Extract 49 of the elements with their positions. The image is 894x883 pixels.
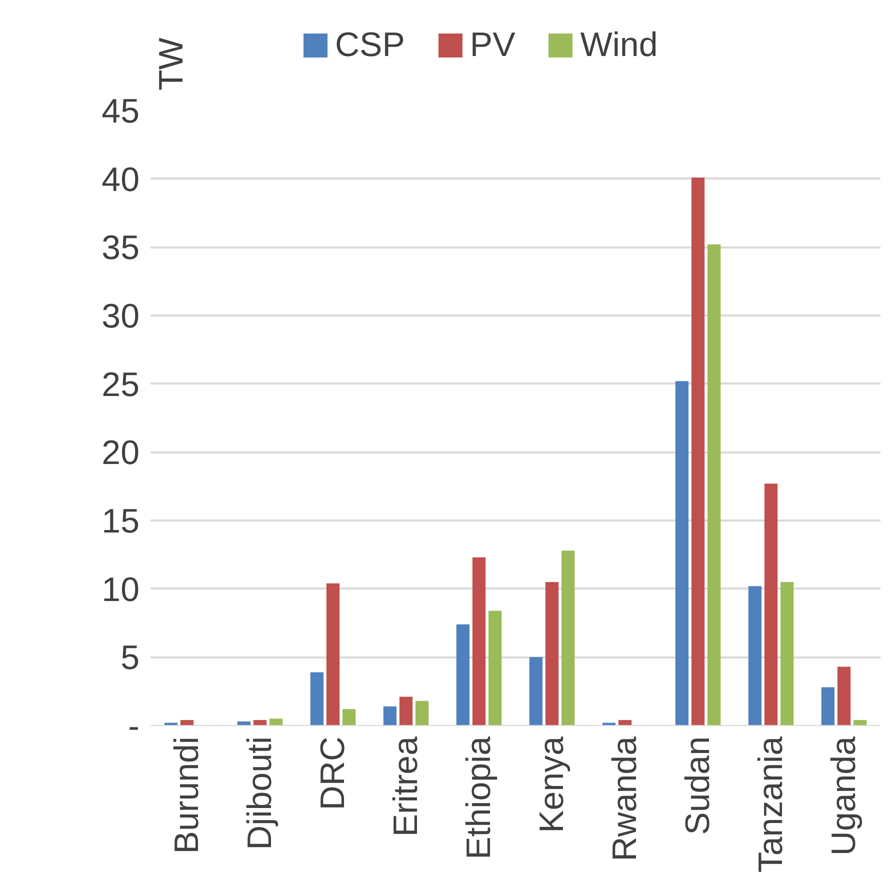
bar: [748, 586, 762, 726]
bar: [488, 610, 502, 726]
bar: [269, 718, 283, 726]
x-tick-label: Rwanda: [606, 736, 644, 862]
y-tick-label: 20: [102, 434, 140, 472]
y-tick-label: 10: [102, 570, 140, 609]
bar: [310, 672, 324, 726]
x-tick-label: Sudan: [679, 736, 717, 835]
bar: [545, 582, 559, 726]
bar: [764, 484, 778, 726]
bar: [383, 706, 397, 726]
legend-label: CSP: [335, 25, 405, 65]
bar: [253, 720, 267, 726]
y-tick-label: 40: [102, 160, 140, 199]
x-tick-label: Djibouti: [241, 736, 279, 850]
bar: [399, 696, 413, 726]
bar: [780, 582, 794, 726]
x-tick-label: Burundi: [168, 736, 206, 854]
x-tick-label: DRC: [314, 736, 352, 810]
y-axis-title: TW: [152, 38, 190, 90]
bar: [415, 700, 429, 726]
y-tick-label: 25: [102, 366, 140, 404]
bar: [342, 709, 356, 726]
bar: [675, 381, 689, 726]
y-tick-label: -: [128, 708, 140, 746]
bar: [561, 550, 575, 726]
bar: [472, 557, 486, 726]
bar: [707, 244, 721, 726]
x-tick-label: Tanzania: [752, 736, 790, 873]
bar: [837, 666, 851, 726]
bar: [618, 720, 632, 726]
x-tick-label: Uganda: [825, 736, 863, 856]
bar: [180, 720, 194, 726]
y-tick-label: 30: [102, 298, 140, 336]
y-tick-label: 5: [120, 639, 140, 678]
y-tick-label: 15: [102, 502, 140, 540]
legend-label: Wind: [580, 25, 658, 65]
bar: [821, 687, 835, 726]
x-tick-label: Ethiopia: [460, 736, 498, 860]
bar: [853, 720, 867, 726]
bar: [691, 177, 705, 726]
x-tick-label: Kenya: [533, 736, 571, 833]
bar: [456, 624, 470, 726]
legend-label: PV: [470, 25, 516, 65]
y-tick-label: 35: [102, 229, 140, 268]
x-tick-label: Eritrea: [387, 736, 425, 837]
bar: [326, 583, 340, 726]
y-tick-label: 45: [102, 92, 140, 130]
bar: [529, 657, 543, 726]
